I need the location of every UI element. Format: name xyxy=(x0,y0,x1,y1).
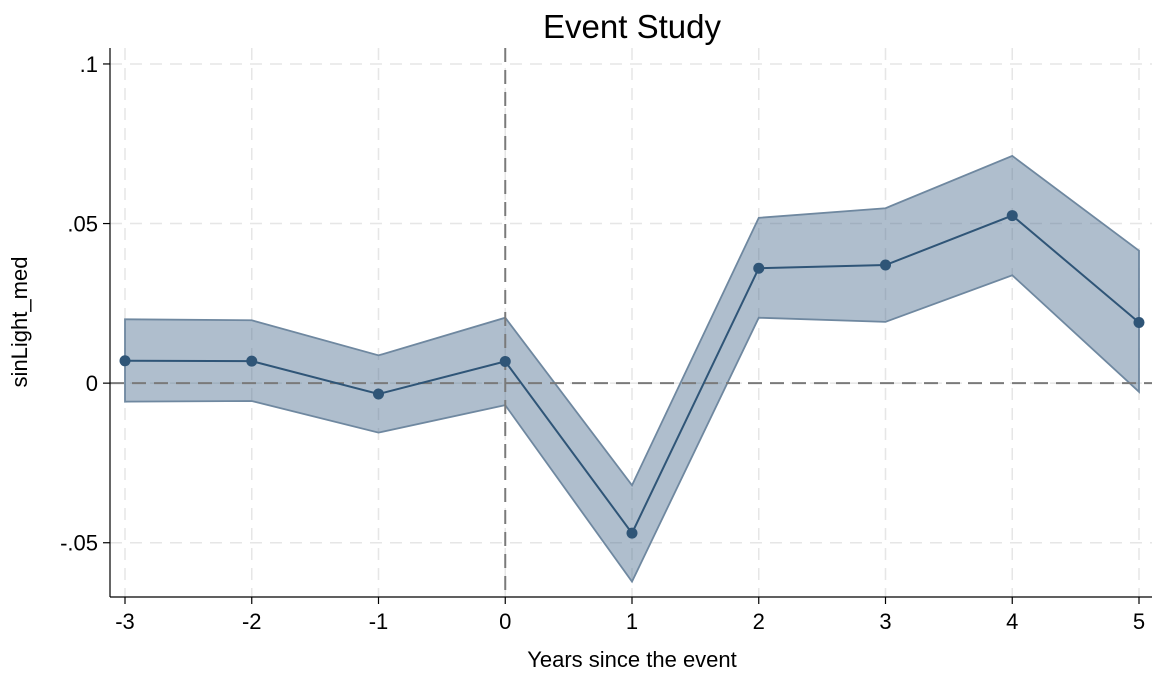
y-tick-label: -.05 xyxy=(60,531,98,556)
series-layer xyxy=(119,210,1145,539)
data-point xyxy=(246,355,258,367)
data-point xyxy=(626,527,638,539)
x-tick-label: 2 xyxy=(753,609,765,634)
x-tick-label: -2 xyxy=(242,609,262,634)
data-point xyxy=(1006,210,1018,222)
data-point xyxy=(753,262,765,274)
axes: -3 -2 -1 0 1 2 3 4 5 -.05 0 .05 .1 xyxy=(60,48,1152,634)
x-tick-label: 1 xyxy=(626,609,638,634)
y-tick-label: .05 xyxy=(67,212,98,237)
data-point xyxy=(119,355,131,367)
y-tick-label: 0 xyxy=(86,371,98,396)
x-tick-label: -3 xyxy=(115,609,135,634)
chart-title: Event Study xyxy=(543,8,721,45)
x-tick-label: -1 xyxy=(369,609,389,634)
y-axis-label: sinLight_med xyxy=(7,257,32,388)
y-tick-label: .1 xyxy=(80,52,98,77)
data-point xyxy=(373,388,384,400)
reference-lines xyxy=(110,48,1152,597)
x-tick-label: 4 xyxy=(1006,609,1018,634)
data-point xyxy=(1133,317,1145,328)
data-point xyxy=(880,259,891,271)
x-axis-label: Years since the event xyxy=(527,647,737,672)
x-tick-label: 5 xyxy=(1133,609,1145,634)
x-tick-label: 0 xyxy=(499,609,511,634)
x-tick-label: 3 xyxy=(879,609,891,634)
data-point xyxy=(499,355,511,367)
